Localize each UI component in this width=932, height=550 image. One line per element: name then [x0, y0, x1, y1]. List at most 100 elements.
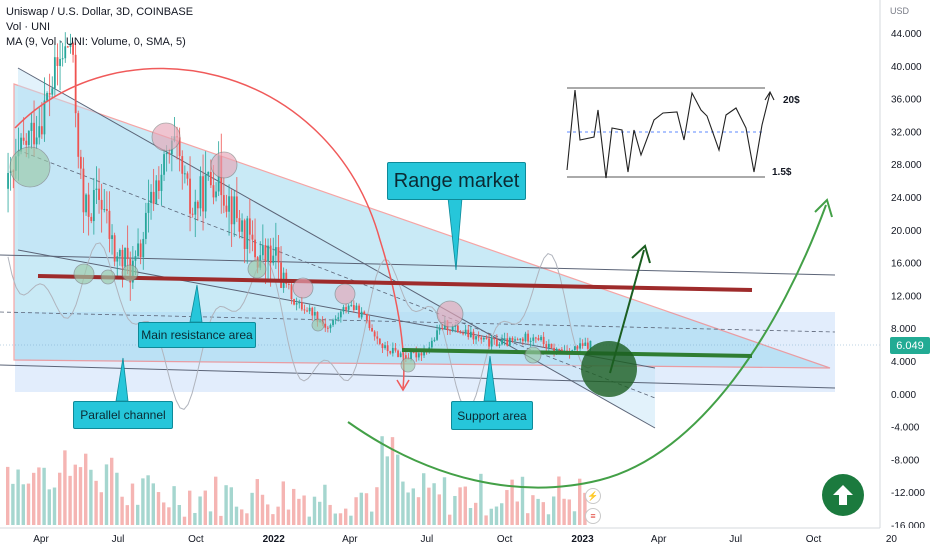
volume-bar: [63, 450, 67, 525]
candle-body: [235, 196, 238, 219]
candle-body: [511, 337, 514, 341]
candle-body: [495, 339, 498, 347]
candle-body: [576, 346, 579, 349]
candle-body: [155, 180, 158, 204]
volume-bar: [172, 486, 176, 525]
candle-body: [290, 284, 293, 300]
volume-bar: [416, 497, 421, 525]
candle-body: [163, 154, 165, 175]
candle-body: [160, 174, 163, 191]
volume-bar: [229, 487, 233, 525]
volume-bar: [557, 476, 561, 525]
range-line-top: [0, 254, 836, 276]
candle-body: [147, 202, 150, 213]
candle-body: [113, 235, 116, 262]
candle-body: [121, 249, 124, 267]
volume-bar: [505, 490, 509, 525]
volume-bar: [318, 501, 322, 525]
candle-body: [480, 337, 483, 340]
volume-legend[interactable]: Vol · UNI: [6, 21, 51, 33]
candle-body: [20, 137, 22, 151]
candle-body: [212, 185, 215, 198]
volume-bar: [396, 454, 400, 525]
candle-body: [417, 353, 420, 358]
candle-body: [376, 336, 379, 339]
x-tick-label: 20: [886, 534, 898, 545]
candle-body: [272, 255, 275, 264]
candle-body: [363, 311, 366, 315]
parallel-channel-callout: Parallel channel: [73, 401, 173, 429]
volume-bar: [136, 504, 140, 525]
candle-body: [168, 152, 171, 155]
lightning-icon[interactable]: ⚡: [585, 488, 601, 504]
green-arc-arrowhead: [814, 198, 833, 218]
volume-bar: [380, 436, 384, 525]
touch-point-circle: [9, 146, 51, 188]
candle-body: [573, 346, 576, 351]
candle-body: [298, 302, 301, 304]
x-tick-label: Jul: [112, 534, 125, 545]
candle-body: [157, 180, 160, 191]
volume-bar: [245, 513, 249, 525]
candle-body: [462, 333, 464, 335]
y-tick-label: -16.000: [891, 521, 925, 532]
candle-body: [534, 337, 537, 339]
volume-bar: [26, 483, 31, 525]
candle-body: [191, 213, 194, 215]
volume-bar: [151, 483, 155, 525]
candle-body: [360, 311, 363, 318]
last-price-badge: 6.049: [890, 337, 930, 354]
ma-legend[interactable]: MA (9, Vol · UNI: Volume, 0, SMA, 5): [6, 36, 186, 48]
candle-body: [579, 343, 581, 349]
candle-body: [137, 243, 139, 257]
volume-bar: [203, 490, 207, 525]
volume-bar: [484, 515, 488, 525]
candle-body: [438, 327, 441, 331]
x-tick-label: Oct: [806, 534, 822, 545]
volume-bar: [422, 473, 426, 525]
main-resistance-callout: Main resistance area: [138, 322, 256, 348]
volume-bar: [250, 492, 254, 525]
volume-bar: [6, 466, 10, 525]
candle-body: [248, 218, 251, 235]
candle-body: [43, 100, 46, 135]
volume-bar: [520, 476, 525, 525]
volume-bar: [572, 511, 577, 525]
volume-bar: [110, 457, 114, 525]
candle-body: [204, 174, 207, 212]
candle-body: [186, 173, 189, 179]
candle-body: [274, 247, 277, 256]
volume-bar: [458, 487, 462, 525]
candle-body: [7, 172, 9, 189]
touch-point-circle: [292, 277, 314, 299]
candle-body: [342, 307, 345, 312]
volume-layer: [6, 436, 587, 525]
x-tick-label: 2023: [571, 534, 594, 545]
candle-body: [451, 326, 454, 331]
candle-body: [560, 349, 563, 352]
candle-body: [378, 338, 381, 344]
volume-bar: [68, 475, 72, 525]
candle-body: [303, 309, 306, 311]
volume-bar: [214, 476, 218, 525]
candle-body: [254, 239, 256, 258]
flag-icon[interactable]: ≡: [585, 508, 601, 524]
candle-body: [516, 339, 519, 341]
candle-body: [430, 340, 433, 348]
volume-bar: [266, 504, 270, 525]
volume-bar: [292, 488, 296, 525]
scroll-up-button[interactable]: [822, 474, 864, 516]
candle-body: [415, 352, 418, 358]
symbol-title[interactable]: Uniswap / U.S. Dollar, 3D, COINBASE: [6, 6, 194, 18]
candle-body: [397, 350, 399, 357]
candle-body: [111, 235, 113, 239]
volume-bar: [52, 487, 57, 525]
volume-bar: [552, 496, 556, 525]
candle-body: [586, 342, 589, 349]
volume-bar: [58, 472, 62, 525]
background-layer: [0, 67, 880, 429]
volume-bar: [489, 508, 493, 525]
touch-point-circle: [436, 300, 464, 328]
candle-body: [241, 220, 243, 232]
